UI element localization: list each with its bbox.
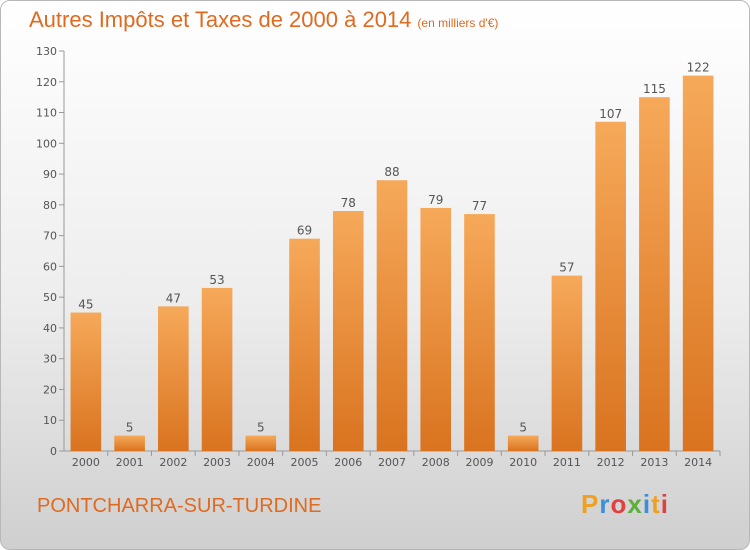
x-tick-label-2004: 2004 (247, 456, 275, 469)
bar-2012 (595, 121, 626, 452)
bar-2011 (551, 275, 583, 451)
data-label-2006: 78 (341, 196, 356, 210)
data-label-2008: 79 (428, 193, 443, 207)
y-tick-label: 20 (43, 383, 57, 396)
data-label-2002: 47 (166, 291, 181, 305)
y-tick-label: 90 (43, 168, 57, 181)
y-tick-label: 10 (43, 414, 57, 427)
x-tick-label-2012: 2012 (597, 456, 625, 469)
bar-2005 (289, 238, 320, 451)
x-tick-label-2002: 2002 (159, 456, 187, 469)
bar-2014 (682, 75, 714, 451)
data-label-2010: 5 (519, 421, 527, 435)
x-tick-label-2013: 2013 (640, 456, 668, 469)
x-tick-label-2011: 2011 (553, 456, 581, 469)
location-label: PONTCHARRA-SUR-TURDINE (37, 495, 322, 517)
data-label-2004: 5 (257, 421, 265, 435)
data-label-2014: 122 (687, 61, 710, 75)
y-tick-label: 110 (36, 107, 57, 120)
proxiti-logo: Proxiti (581, 489, 669, 519)
bar-2010 (507, 435, 539, 451)
data-label-2001: 5 (126, 421, 134, 435)
bar-2003 (201, 287, 233, 451)
data-label-2011: 57 (559, 261, 574, 275)
y-tick-label: 60 (43, 260, 57, 273)
bar-2013 (639, 97, 670, 452)
bar-2006 (332, 211, 364, 451)
axes: 0 10 20 30 40 50 60 70 80 90 100 110 120 130 2000 2001 2… (36, 45, 721, 469)
x-tick-label-2003: 2003 (203, 456, 231, 469)
y-tick-label: 50 (43, 291, 57, 304)
y-tick-label: 70 (43, 230, 57, 243)
data-label-2003: 53 (209, 273, 224, 287)
bars: 45 5 47 53 5 69 78 88 79 77 5 57 107 115 122 (70, 61, 714, 452)
chart-title-text: Autres Impôts et Taxes de 2000 à 2014 (29, 7, 412, 32)
x-tick-label-2008: 2008 (422, 456, 450, 469)
x-tick-label-2007: 2007 (378, 456, 406, 469)
data-label-2005: 69 (297, 224, 312, 238)
y-tick-label: 130 (36, 45, 57, 58)
data-label-2012: 107 (599, 107, 622, 121)
bar-2009 (464, 214, 495, 451)
data-label-2007: 88 (384, 165, 399, 179)
bar-2000 (70, 312, 102, 451)
data-label-2013: 115 (643, 82, 666, 96)
bar-2008 (420, 207, 452, 451)
y-tick-label: 120 (36, 76, 57, 89)
data-label-2000: 45 (78, 298, 93, 312)
chart-title: Autres Impôts et Taxes de 2000 à 2014 (en… (29, 7, 498, 33)
y-tick-label: 80 (43, 199, 57, 212)
y-tick-label: 40 (43, 322, 57, 335)
y-tick-label: 100 (36, 137, 57, 150)
x-tick-label-2009: 2009 (465, 456, 493, 469)
bar-2007 (376, 180, 408, 451)
x-tick-label-2001: 2001 (116, 456, 144, 469)
x-tick-label-2000: 2000 (72, 456, 100, 469)
x-tick-label-2006: 2006 (334, 456, 362, 469)
x-tick-label-2010: 2010 (509, 456, 537, 469)
bar-2004 (245, 435, 277, 451)
chart-unit: (en milliers d'€) (417, 16, 499, 30)
y-tick-label: 0 (50, 445, 57, 458)
x-tick-label-2014: 2014 (684, 456, 712, 469)
data-label-2009: 77 (472, 199, 487, 213)
y-tick-label: 30 (43, 353, 57, 366)
x-tick-label-2005: 2005 (291, 456, 319, 469)
bar-2002 (158, 306, 189, 451)
bar-2001 (114, 435, 145, 451)
